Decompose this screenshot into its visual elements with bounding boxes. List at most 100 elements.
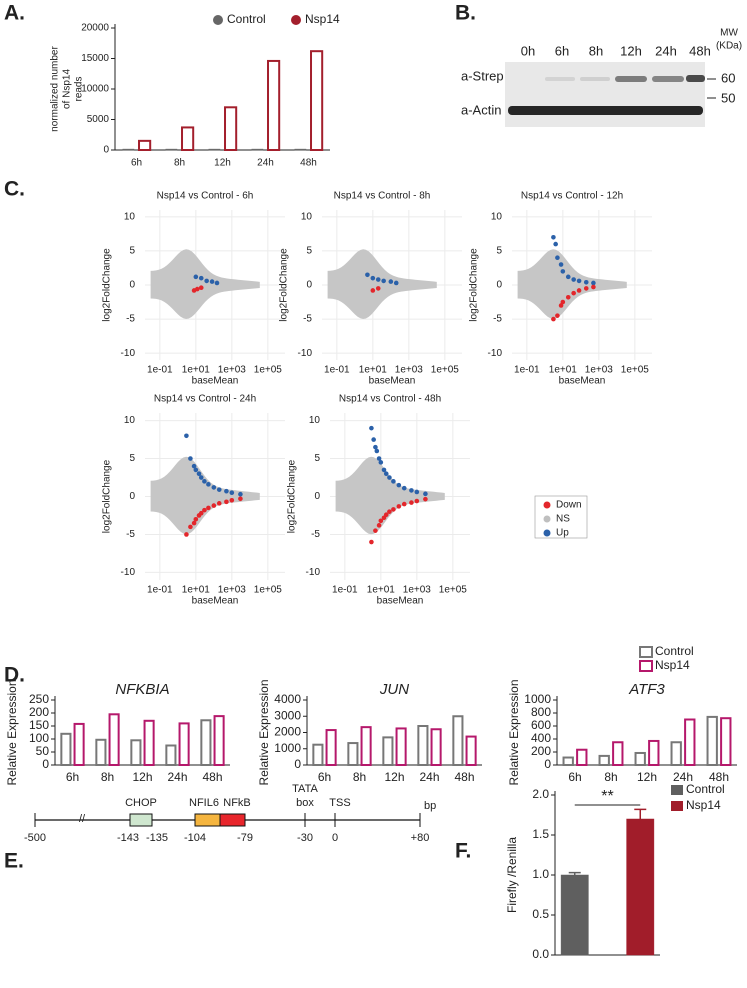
bar: [347, 742, 359, 766]
point: [206, 505, 211, 511]
panel-label: A.: [4, 2, 25, 25]
bar: [181, 126, 195, 151]
mw-title: MW: [720, 28, 738, 39]
ns-cloud: [150, 249, 260, 319]
point: [388, 279, 394, 284]
y-tick-label: -10: [121, 567, 136, 578]
mw-title: (KDa): [716, 41, 742, 52]
point: [378, 518, 384, 524]
x-tick-label: 12h: [132, 770, 152, 784]
x-tick-label: 48h: [300, 158, 317, 169]
point: [194, 286, 200, 292]
x-tick-label: 6h: [131, 158, 142, 169]
y-tick-label: 1.5: [532, 827, 549, 841]
y-axis-label: Relative Expression: [507, 679, 521, 785]
point: [373, 444, 378, 450]
point: [211, 485, 217, 490]
band: [580, 77, 610, 81]
y-tick-label: 0.5: [532, 907, 549, 921]
bar: [626, 818, 655, 956]
bar: [670, 741, 682, 766]
y-axis-label: log2FoldChange: [469, 248, 480, 322]
legend-marker: [639, 660, 653, 672]
x-axis-label: baseMean: [377, 596, 424, 607]
y-tick-label: 0: [306, 280, 312, 291]
point: [198, 285, 204, 291]
y-tick-label: 1000: [524, 692, 551, 706]
y-axis-label: log2FoldChange: [279, 248, 290, 322]
nfil6-box: [194, 813, 221, 827]
point: [558, 303, 564, 308]
band: [652, 76, 684, 82]
y-tick-label: 0: [294, 757, 301, 771]
legend-label: Nsp14: [686, 798, 721, 812]
point: [555, 313, 560, 318]
point: [229, 490, 235, 496]
mw-label: 50: [721, 90, 735, 105]
point: [401, 485, 407, 491]
point: [378, 460, 384, 465]
position-label: -104: [184, 832, 206, 844]
point: [376, 456, 382, 461]
band: [545, 77, 575, 81]
x-tick-label: 8h: [101, 770, 114, 784]
panel-label: D.: [4, 664, 25, 687]
point: [565, 274, 571, 280]
point: [196, 471, 202, 477]
y-tick-label: 5: [496, 246, 502, 257]
position-label: -143: [117, 832, 139, 844]
bar: [251, 148, 264, 151]
y-tick-label: 10: [309, 415, 321, 426]
y-tick-label: 150: [29, 718, 49, 732]
y-tick-label: -10: [306, 567, 321, 578]
box-label: NFkB: [223, 797, 251, 809]
y-tick-label: 400: [531, 731, 551, 745]
y-tick-label: 5: [129, 246, 135, 257]
x-tick-label: 8h: [604, 770, 617, 784]
point: [383, 471, 389, 477]
x-tick-label: 1e-01: [514, 365, 540, 376]
chart-title: Nsp14 vs Control - 6h: [157, 191, 254, 202]
y-tick-label: 4000: [274, 692, 301, 706]
tata-label: TATA: [292, 783, 318, 795]
position-label: -79: [237, 832, 253, 844]
point: [396, 504, 402, 509]
lane-label: 24h: [655, 43, 677, 58]
x-tick-label: 1e+01: [367, 585, 396, 596]
point: [188, 456, 193, 461]
y-tick-label: -5: [126, 529, 135, 540]
point: [409, 500, 414, 505]
bar: [612, 741, 624, 766]
point: [583, 286, 589, 291]
bar: [560, 874, 589, 956]
bar: [325, 729, 337, 766]
point: [214, 280, 220, 286]
point: [370, 275, 376, 281]
x-tick-label: 24h: [673, 770, 693, 784]
ns-cloud: [335, 456, 445, 535]
y-axis-label: Firefly /Renilla: [505, 837, 519, 913]
point: [193, 516, 199, 522]
bar: [720, 717, 732, 767]
bar: [60, 732, 72, 766]
bar: [208, 148, 221, 151]
bar: [465, 735, 477, 766]
x-tick-label: 6h: [318, 770, 331, 784]
x-tick-label: 8h: [174, 158, 185, 169]
point: [558, 262, 564, 267]
y-tick-label: 10: [301, 211, 313, 222]
x-axis-label: baseMean: [369, 376, 416, 387]
x-tick-label: 48h: [454, 770, 474, 784]
legend-label: Up: [556, 528, 569, 539]
x-axis-label: baseMean: [559, 376, 606, 387]
x-tick-label: 1e+01: [182, 365, 211, 376]
legend-box: [534, 495, 588, 539]
x-tick-label: 24h: [419, 770, 439, 784]
tss-label: TSS: [329, 797, 350, 809]
break-mark: //: [79, 813, 86, 825]
y-tick-label: 200: [531, 744, 551, 758]
error-bar: [634, 808, 647, 819]
bar: [178, 722, 190, 767]
y-tick-label: 5: [129, 453, 135, 464]
position-label: -30: [297, 832, 313, 844]
